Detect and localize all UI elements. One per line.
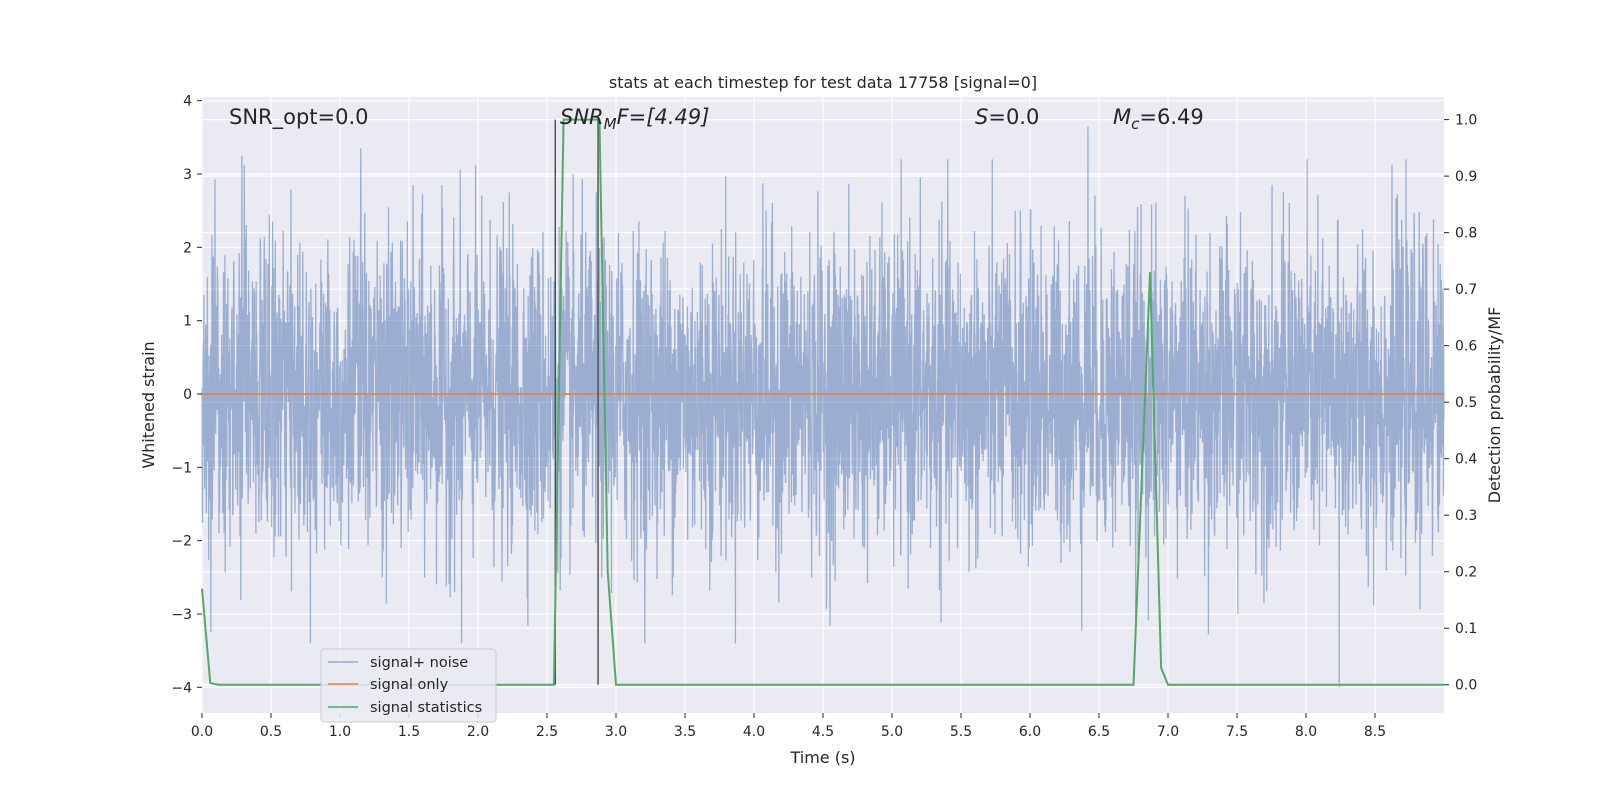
x-tick-label: 6.5: [1088, 724, 1110, 740]
x-tick-label: 5.0: [881, 724, 903, 740]
annotation-snr-mf: SNRMF=[4.49]: [560, 105, 709, 133]
y-right-tick-label: 0.8: [1455, 226, 1477, 242]
y-right-tick-label: 0.5: [1455, 395, 1477, 411]
annotation-snr-mf-rest: F=[4.49]: [617, 105, 710, 129]
y-right-tick-label: 0.4: [1455, 452, 1477, 468]
annotation-mc-italic: M: [1113, 105, 1131, 129]
x-tick-label: 4.5: [812, 724, 834, 740]
y-tick-label: −3: [171, 607, 192, 623]
annotation-snr-mf-main: SNR: [560, 105, 604, 129]
x-tick-label: 2.0: [467, 724, 489, 740]
y-tick-label: 0: [183, 387, 192, 403]
y-tick-label: −1: [171, 460, 192, 476]
series-area: [201, 118, 1445, 688]
y-right-tick-label: 0.9: [1455, 169, 1477, 185]
annotation-s-value: =0.0: [988, 105, 1039, 129]
x-tick-label: 7.0: [1157, 724, 1179, 740]
x-tick-label: 8.5: [1364, 724, 1386, 740]
y-tick-label: −2: [171, 534, 192, 550]
y-right-tick-label: 0.3: [1455, 508, 1477, 524]
series-signal-noise-line: [201, 126, 1445, 688]
y-tick-label: 1: [183, 314, 192, 330]
legend-entry-signal-only: signal only: [370, 677, 449, 693]
y-axis-label: Whitened strain: [139, 341, 158, 468]
annotation-mc-sub: c: [1131, 115, 1140, 133]
y-tick-label: −4: [171, 680, 192, 696]
y-right-tick-label: 0.7: [1455, 282, 1477, 298]
y-right-tick-label: 0.1: [1455, 621, 1477, 637]
x-tick-label: 4.0: [743, 724, 765, 740]
legend-entry-signal-statistics: signal statistics: [370, 700, 482, 716]
annotation-s: S=0.0: [975, 105, 1039, 129]
x-axis-ticks: 0.0 0.5 1.0 1.5 2.0 2.5 3.0 3.5 4.0 4.5 5.0 5.5 6.0 6…: [191, 713, 1386, 740]
x-tick-label: 5.5: [950, 724, 972, 740]
annotation-mc: Mc=6.49: [1113, 105, 1204, 133]
series-signal-statistics-line: [201, 118, 1444, 686]
x-tick-label: 8.0: [1295, 724, 1317, 740]
y-right-tick-label: 0.2: [1455, 565, 1477, 581]
y-tick-label: 3: [183, 167, 192, 183]
y-right-tick-label: 1.0: [1455, 113, 1477, 129]
legend-box: [320, 648, 497, 723]
y-right-tick-label: 0.0: [1455, 678, 1477, 694]
x-tick-label: 2.5: [536, 724, 558, 740]
x-tick-label: 1.5: [398, 724, 420, 740]
y-axis-right-ticks: 1.0 0.9 0.8 0.7 0.6 0.5 0.4 0.3 0.2 0.1 0.0: [1444, 113, 1477, 694]
annotation-snr-mf-sub: M: [604, 115, 617, 133]
y-tick-label: 2: [183, 240, 192, 256]
x-tick-label: 3.5: [674, 724, 696, 740]
x-tick-label: 3.0: [605, 724, 627, 740]
x-axis-label: Time (s): [789, 748, 855, 767]
y-tick-label: 4: [183, 94, 192, 110]
x-tick-label: 1.0: [329, 724, 351, 740]
x-tick-label: 7.5: [1226, 724, 1248, 740]
chart-title: stats at each timestep for test data 177…: [609, 73, 1037, 92]
annotation-mc-value: =6.49: [1139, 105, 1203, 129]
x-tick-label: 6.0: [1019, 724, 1041, 740]
annotation-snr-opt: SNR_opt=0.0: [229, 105, 369, 130]
legend: signal+ noise signal only signal statist…: [320, 648, 497, 723]
y-axis-left-ticks: 4 3 2 1 0 −1 −2 −3 −4: [171, 94, 202, 696]
y-axis-right-label: Detection probability/MF: [1485, 307, 1504, 504]
y-right-tick-label: 0.6: [1455, 339, 1477, 355]
x-tick-label: 0.0: [191, 724, 213, 740]
legend-entry-signal-noise: signal+ noise: [370, 655, 468, 671]
x-tick-label: 0.5: [260, 724, 282, 740]
annotation-s-italic: S: [975, 105, 988, 129]
